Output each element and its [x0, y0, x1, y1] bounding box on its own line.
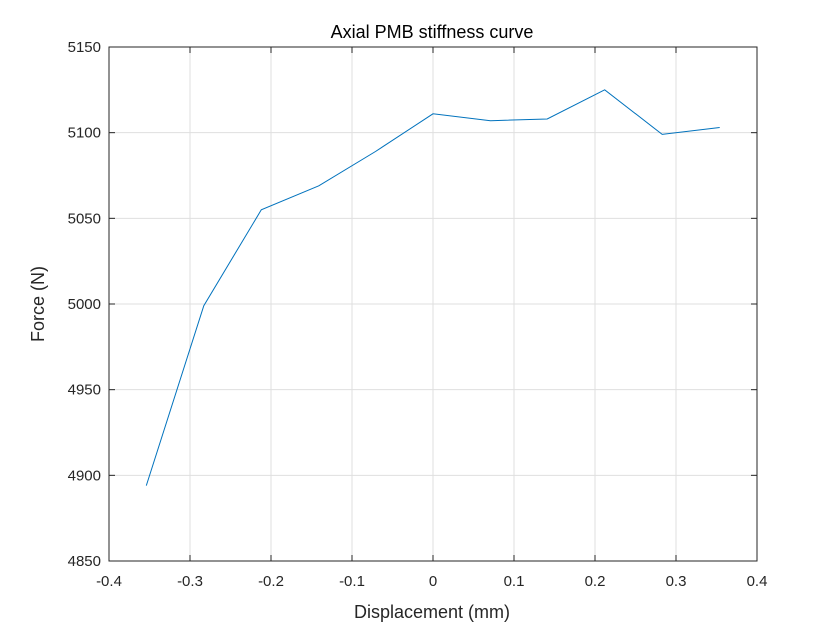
x-tick-label: -0.1	[339, 573, 365, 590]
y-tick-label: 4950	[68, 382, 101, 399]
y-tick-label: 4900	[68, 467, 101, 484]
x-tick-label: -0.4	[96, 573, 122, 590]
x-tick-label: -0.3	[177, 573, 203, 590]
x-tick-label: 0	[429, 573, 437, 590]
x-tick-label: 0.1	[504, 573, 525, 590]
chart-title: Axial PMB stiffness curve	[331, 22, 534, 42]
series-line	[145, 89, 720, 486]
y-tick-label: 5000	[68, 296, 101, 313]
x-tick-label: 0.2	[585, 573, 606, 590]
x-tick-label: -0.2	[258, 573, 284, 590]
tick-marks	[108, 46, 758, 562]
x-axis-title: Displacement (mm)	[354, 602, 510, 622]
y-tick-labels: 4850 4900 4950 5000 5050 5100 5150	[68, 39, 101, 570]
x-tick-labels: -0.4 -0.3 -0.2 -0.1 0 0.1 0.2 0.3 0.4	[96, 573, 767, 590]
x-tick-label: 0.3	[666, 573, 687, 590]
y-axis-title: Force (N)	[28, 266, 48, 342]
y-tick-label: 5050	[68, 210, 101, 227]
x-tick-label: 0.4	[747, 573, 768, 590]
y-tick-label: 5150	[68, 39, 101, 56]
y-tick-label: 4850	[68, 553, 101, 570]
y-tick-label: 5100	[68, 125, 101, 142]
